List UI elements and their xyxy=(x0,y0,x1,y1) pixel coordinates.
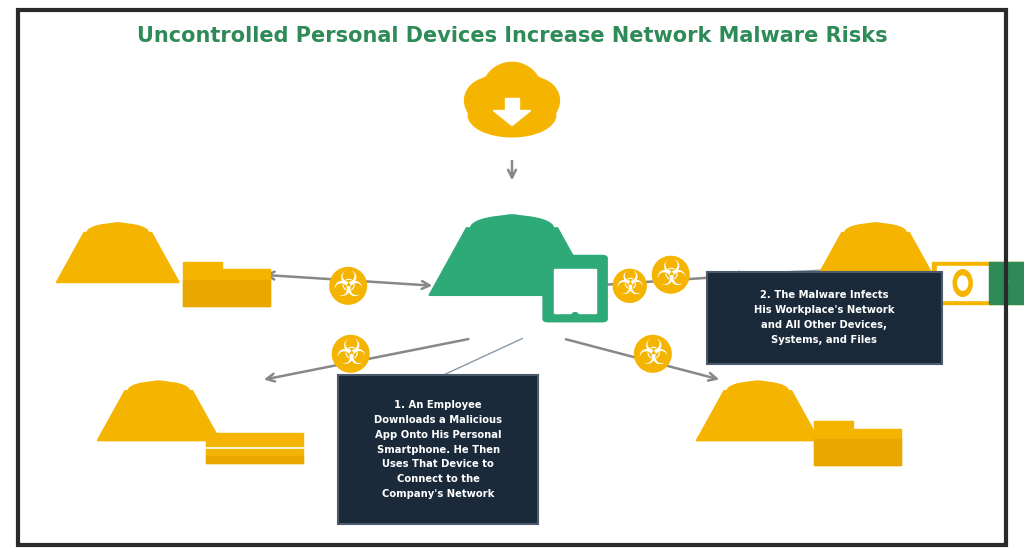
Text: 1. An Employee
Downloads a Malicious
App Onto His Personal
Smartphone. He Then
U: 1. An Employee Downloads a Malicious App… xyxy=(375,400,503,499)
Ellipse shape xyxy=(482,62,542,122)
Ellipse shape xyxy=(476,215,548,287)
Ellipse shape xyxy=(845,224,906,241)
Ellipse shape xyxy=(957,276,968,290)
Bar xyxy=(989,263,1024,304)
Ellipse shape xyxy=(128,382,189,400)
Polygon shape xyxy=(429,228,595,295)
Bar xyxy=(232,419,276,433)
Ellipse shape xyxy=(849,223,902,276)
FancyBboxPatch shape xyxy=(543,255,608,322)
Bar xyxy=(505,98,519,110)
Ellipse shape xyxy=(333,335,369,372)
Text: ☣: ☣ xyxy=(637,337,669,371)
Text: ☣: ☣ xyxy=(335,337,367,371)
Ellipse shape xyxy=(613,269,646,302)
Ellipse shape xyxy=(466,72,558,134)
Ellipse shape xyxy=(731,381,784,435)
Ellipse shape xyxy=(471,216,553,240)
Bar xyxy=(206,433,303,463)
Polygon shape xyxy=(56,233,179,282)
Ellipse shape xyxy=(468,94,556,137)
Polygon shape xyxy=(696,391,819,441)
Polygon shape xyxy=(97,391,220,441)
Bar xyxy=(814,428,901,465)
Ellipse shape xyxy=(465,78,516,124)
Ellipse shape xyxy=(635,335,671,372)
Text: ✓: ✓ xyxy=(1002,279,1010,287)
Bar xyxy=(206,456,303,463)
Ellipse shape xyxy=(652,256,689,293)
Ellipse shape xyxy=(727,382,788,400)
Ellipse shape xyxy=(91,223,144,276)
Ellipse shape xyxy=(330,268,367,304)
Ellipse shape xyxy=(132,381,185,435)
Bar xyxy=(182,270,270,305)
Text: ☣: ☣ xyxy=(333,269,364,303)
Ellipse shape xyxy=(508,78,559,124)
Bar xyxy=(182,261,222,270)
FancyBboxPatch shape xyxy=(338,375,538,524)
Bar xyxy=(932,263,1024,304)
Ellipse shape xyxy=(953,270,972,296)
Bar xyxy=(814,439,901,465)
Bar xyxy=(937,266,988,300)
Bar xyxy=(554,269,596,313)
Text: Uncontrolled Personal Devices Increase Network Malware Risks: Uncontrolled Personal Devices Increase N… xyxy=(136,26,888,46)
Bar xyxy=(814,421,853,428)
Bar xyxy=(182,280,270,305)
Ellipse shape xyxy=(87,224,148,241)
FancyBboxPatch shape xyxy=(707,272,942,364)
Text: ☣: ☣ xyxy=(655,258,686,292)
Text: 2. The Malware Infects
His Workplace's Network
and All Other Devices,
Systems, a: 2. The Malware Infects His Workplace's N… xyxy=(754,290,895,345)
Polygon shape xyxy=(494,110,530,125)
Text: ☣: ☣ xyxy=(615,270,644,301)
Polygon shape xyxy=(814,233,937,282)
Ellipse shape xyxy=(571,312,579,320)
